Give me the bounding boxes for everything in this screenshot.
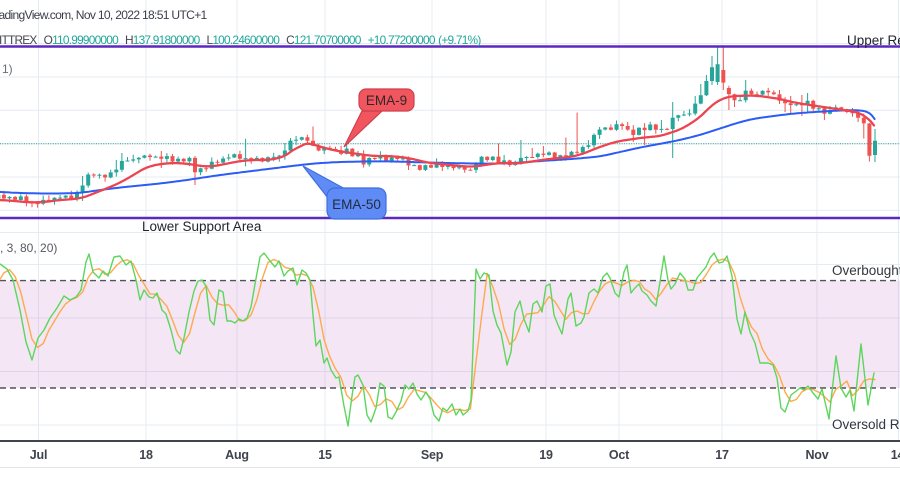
svg-text:EMA-50: EMA-50 [332, 197, 381, 212]
svg-text:EMA-9: EMA-9 [366, 93, 407, 108]
